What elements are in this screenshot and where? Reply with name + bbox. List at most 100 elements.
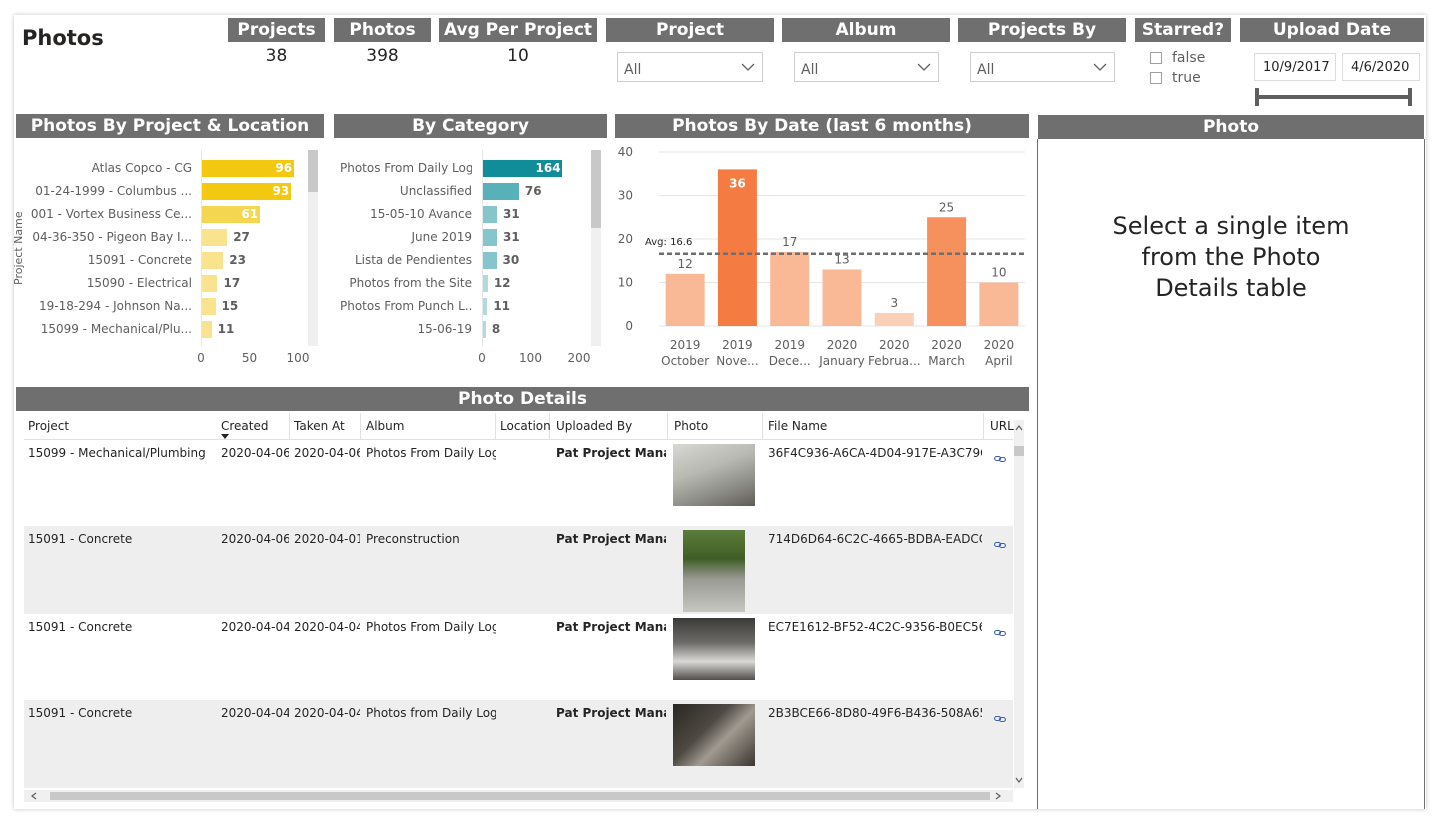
link-icon[interactable]: [994, 622, 1006, 637]
x-tick-month: Februa...: [868, 354, 921, 368]
bar[interactable]: [201, 275, 218, 292]
bar[interactable]: [482, 229, 498, 246]
photo-thumbnail[interactable]: [683, 530, 745, 612]
bar[interactable]: [979, 282, 1019, 327]
scroll-up-icon[interactable]: [1015, 424, 1023, 432]
data-label: 27: [233, 230, 250, 244]
bar[interactable]: [717, 169, 757, 326]
column-header[interactable]: Taken At: [294, 419, 345, 433]
kpi-projects-label: Projects: [228, 18, 325, 42]
chart-by-project-scrollbar[interactable]: [308, 150, 318, 346]
column-header[interactable]: Project: [28, 419, 70, 433]
table-row[interactable]: [24, 614, 1013, 700]
category-label: 15-06-19: [417, 322, 472, 336]
chart-by-category-scrollbar[interactable]: [591, 150, 601, 346]
upload-date-slider-end-handle[interactable]: [1408, 88, 1412, 106]
x-tick-month: Dece...: [769, 354, 811, 368]
upload-date-slider-track[interactable]: [1256, 95, 1412, 99]
x-tick-month: January: [818, 354, 865, 368]
bar[interactable]: [482, 160, 562, 177]
table-row[interactable]: [24, 440, 1013, 526]
scrollbar-thumb[interactable]: [308, 150, 318, 192]
column-header[interactable]: Created: [221, 419, 269, 433]
bar[interactable]: [201, 160, 295, 177]
scrollbar-thumb[interactable]: [1014, 446, 1024, 456]
x-tick-label: 100: [286, 351, 310, 365]
bar[interactable]: [770, 252, 810, 326]
data-label: 23: [229, 253, 246, 267]
photo-panel-title: Photo: [1038, 115, 1424, 139]
photo-thumbnail[interactable]: [673, 618, 755, 680]
column-header[interactable]: Album: [366, 419, 405, 433]
scrollbar-thumb[interactable]: [591, 150, 601, 228]
bar[interactable]: [201, 206, 261, 223]
bar[interactable]: [201, 321, 212, 338]
upload-date-slider-start-handle[interactable]: [1255, 88, 1259, 106]
column-header[interactable]: File Name: [768, 419, 828, 433]
project-dropdown[interactable]: All: [617, 52, 763, 82]
data-label: 31: [503, 230, 520, 244]
cell-file-name: 714D6D64-6C2C-4665-BDBA-EADCC1...: [768, 532, 982, 546]
starred-false-option[interactable]: false: [1150, 50, 1205, 66]
bar[interactable]: [822, 269, 862, 326]
bar[interactable]: [482, 206, 498, 223]
data-label: 164: [535, 161, 561, 175]
album-dropdown[interactable]: All: [794, 52, 939, 82]
scroll-right-icon[interactable]: [994, 792, 1002, 800]
bar[interactable]: [201, 298, 216, 315]
cell-file-name: 36F4C936-A6CA-4D04-917E-A3C79CA...: [768, 446, 982, 460]
category-label: June 2019: [411, 230, 473, 244]
kpi-photos-value: 398: [366, 46, 399, 66]
column-header[interactable]: Photo: [674, 419, 709, 433]
link-icon[interactable]: [994, 534, 1006, 549]
y-tick-label: 20: [618, 232, 633, 246]
data-label: 76: [524, 184, 542, 198]
table-horizontal-scrollbar[interactable]: [24, 790, 1013, 802]
x-tick-year: 2020: [879, 338, 910, 352]
column-header[interactable]: Uploaded By: [556, 419, 633, 433]
photo-thumbnail[interactable]: [673, 444, 755, 506]
column-header[interactable]: Location: [500, 419, 551, 433]
bar[interactable]: [201, 252, 224, 269]
data-label: 13: [834, 252, 849, 266]
scroll-down-icon[interactable]: [1015, 776, 1023, 784]
cell-album: Photos From Daily Log: [366, 620, 496, 634]
bar[interactable]: [927, 217, 967, 326]
album-dropdown-value: All: [801, 62, 819, 78]
bar[interactable]: [482, 252, 497, 269]
data-label: 61: [241, 207, 259, 221]
data-label: 12: [493, 276, 511, 290]
chart-by-project-title: Photos By Project & Location: [16, 114, 324, 138]
column-header[interactable]: URL: [990, 419, 1014, 433]
bar[interactable]: [482, 298, 488, 315]
upload-date-start-input[interactable]: 10/9/2017: [1254, 53, 1336, 81]
table-vertical-scrollbar[interactable]: [1014, 420, 1024, 788]
column-divider: [360, 413, 361, 439]
photo-thumbnail[interactable]: [673, 704, 755, 766]
bar[interactable]: [665, 273, 705, 326]
stage-dropdown[interactable]: All: [970, 52, 1115, 82]
x-tick-month: October: [661, 354, 709, 368]
photo-panel-message: Select a single item from the Photo Deta…: [1112, 212, 1350, 302]
bar[interactable]: [482, 321, 486, 338]
chevron-down-icon: [741, 63, 755, 71]
x-tick-year: 2020: [827, 338, 858, 352]
bar[interactable]: [201, 183, 292, 200]
starred-true-option[interactable]: true: [1150, 70, 1201, 86]
cell-project: 15091 - Concrete: [28, 620, 133, 634]
upload-date-end-input[interactable]: 4/6/2020: [1342, 53, 1420, 81]
table-row[interactable]: [24, 526, 1013, 614]
bar[interactable]: [482, 183, 519, 200]
bar[interactable]: [874, 312, 914, 326]
scrollbar-thumb[interactable]: [50, 792, 990, 800]
category-label: 15099 - Mechanical/Plu...: [40, 322, 192, 336]
table-row[interactable]: [24, 700, 1013, 788]
cell-project: 15091 - Concrete: [28, 532, 133, 546]
scroll-left-icon[interactable]: [30, 792, 38, 800]
link-icon[interactable]: [994, 448, 1006, 463]
link-icon[interactable]: [994, 708, 1006, 723]
bar[interactable]: [482, 275, 488, 292]
bar[interactable]: [201, 229, 228, 246]
cell-created: 2020-04-04: [221, 706, 289, 720]
y-tick-label: 0: [625, 319, 633, 333]
